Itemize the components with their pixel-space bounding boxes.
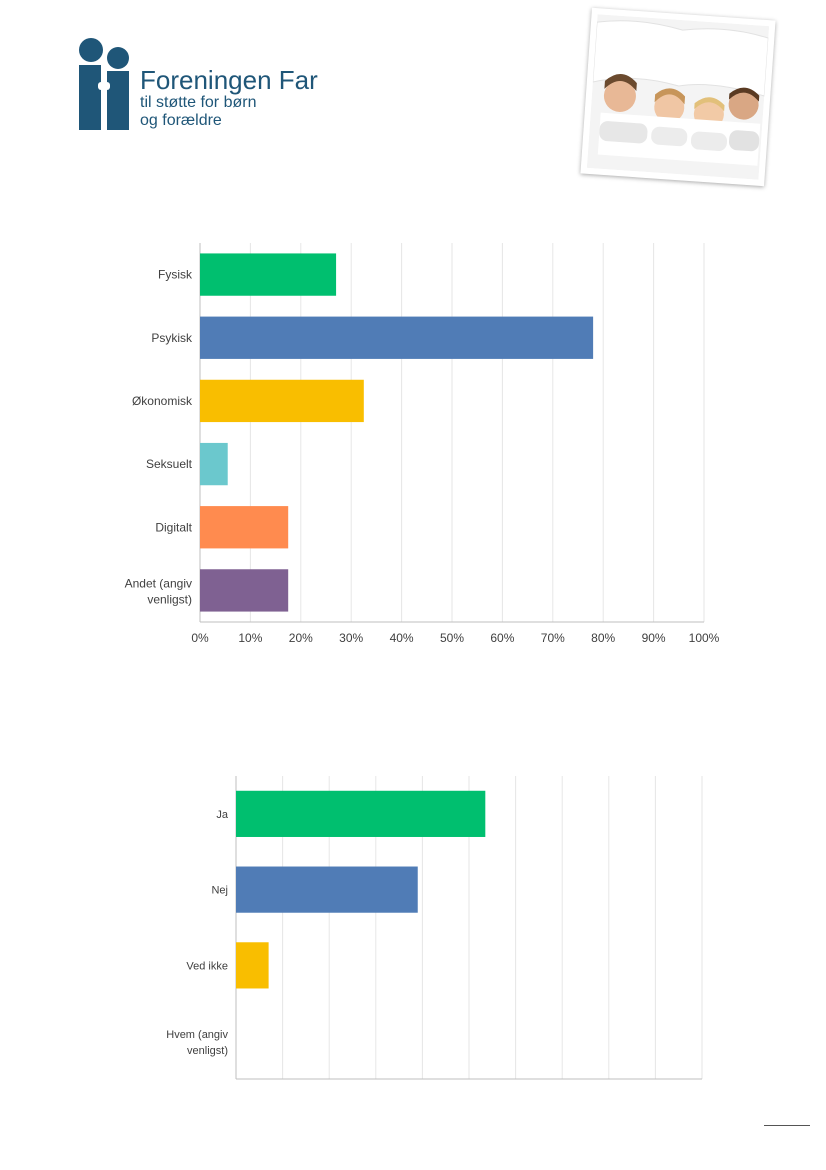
x-tick-label: 40%: [390, 631, 414, 645]
x-tick-label: 70%: [541, 631, 565, 645]
category-label: Psykisk: [151, 331, 193, 345]
page-number-rule: [764, 1125, 810, 1126]
x-tick-label: 80%: [591, 631, 615, 645]
category-label: Nej: [211, 885, 228, 897]
x-tick-label: 60%: [490, 631, 514, 645]
logo-subtitle-line-2: og forældre: [140, 112, 222, 129]
chart-abuse-type: Fysisk Psykisk Økonomisk Seksuelt Digitalt An…: [110, 230, 720, 660]
category-label: Økonomisk: [132, 394, 193, 408]
chart-abuse-type-svg: Fysisk Psykisk Økonomisk Seksuelt Digitalt An…: [125, 243, 720, 645]
bar-psykisk: [200, 316, 594, 359]
x-tick-label: 90%: [642, 631, 666, 645]
logo-text: Foreningen Far til støtte for børn og fo…: [140, 66, 318, 130]
category-label: Andet (angiv venligst): [125, 576, 192, 606]
x-tick-label: 100%: [689, 631, 720, 645]
category-label: Seksuelt: [146, 457, 193, 471]
logo-subtitle-line-1: til støtte for børn: [140, 94, 257, 111]
bar-ja: [236, 790, 486, 837]
logo-figures-icon: [79, 38, 129, 130]
chart-yes-no-svg: Ja Nej Ved ikke Hvem (angiv venligst): [166, 776, 703, 1080]
bar-andet-angiv-venligst-: [200, 569, 289, 612]
category-label: Ved ikke: [186, 960, 228, 972]
x-tick-label: 10%: [238, 631, 262, 645]
bar-nej: [236, 866, 418, 913]
category-label: Fysisk: [158, 268, 193, 282]
category-label: Hvem (angiv venligst): [166, 1029, 228, 1057]
family-photo: [580, 7, 776, 187]
logo: Foreningen Far til støtte for børn og fo…: [78, 38, 338, 133]
x-tick-label: 50%: [440, 631, 464, 645]
chart-yes-no: Ja Nej Ved ikke Hvem (angiv venligst): [150, 768, 720, 1088]
bar-fysisk: [200, 253, 337, 296]
category-label: Digitalt: [155, 520, 192, 534]
bar-ved-ikke: [236, 942, 269, 989]
x-tick-label: 20%: [289, 631, 313, 645]
bar-seksuelt: [200, 442, 228, 486]
bar-økonomisk: [200, 379, 364, 423]
x-tick-label: 30%: [339, 631, 363, 645]
logo-name: Foreningen Far: [140, 65, 318, 95]
x-tick-label: 0%: [191, 631, 209, 645]
family-photo-image: [586, 14, 770, 180]
bar-digitalt: [200, 506, 289, 549]
category-label: Ja: [216, 809, 229, 821]
